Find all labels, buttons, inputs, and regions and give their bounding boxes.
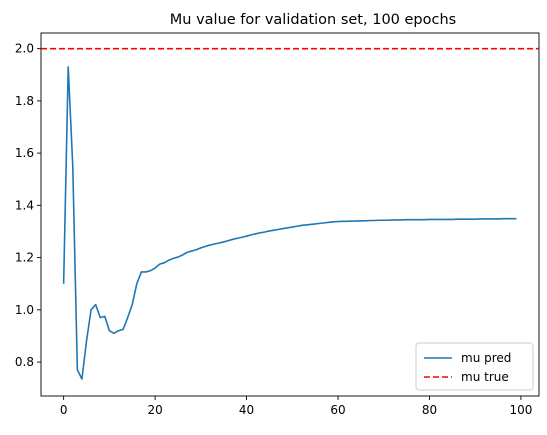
y-tick-label: 0.8 <box>15 355 34 369</box>
y-tick-label: 1.6 <box>15 146 34 160</box>
y-tick-label: 1.2 <box>15 251 34 265</box>
legend: mu pred mu true <box>415 342 534 391</box>
y-tick-label: 1.4 <box>15 198 34 212</box>
x-tick-label: 40 <box>239 403 254 417</box>
x-tick-label: 60 <box>330 403 345 417</box>
x-tick-label: 20 <box>147 403 162 417</box>
x-tick-label: 0 <box>60 403 68 417</box>
series-layer <box>41 47 539 380</box>
legend-box <box>415 342 534 391</box>
plot-frame <box>40 32 540 397</box>
legend-label: mu true <box>461 370 509 384</box>
legend-label: mu pred <box>461 351 511 365</box>
x-tick-label: 100 <box>509 403 532 417</box>
x-axis: 0 20 40 60 80 100 <box>60 396 532 417</box>
y-tick-label: 1.0 <box>15 303 34 317</box>
chart-title: Mu value for validation set, 100 epochs <box>170 12 456 28</box>
y-tick-label: 2.0 <box>15 42 34 56</box>
series-line-mu-pred <box>62 66 517 380</box>
y-axis: 0.8 1.0 1.2 1.4 1.6 1.8 2.0 <box>15 42 41 369</box>
x-tick-label: 80 <box>422 403 437 417</box>
y-tick-label: 1.8 <box>15 94 34 108</box>
